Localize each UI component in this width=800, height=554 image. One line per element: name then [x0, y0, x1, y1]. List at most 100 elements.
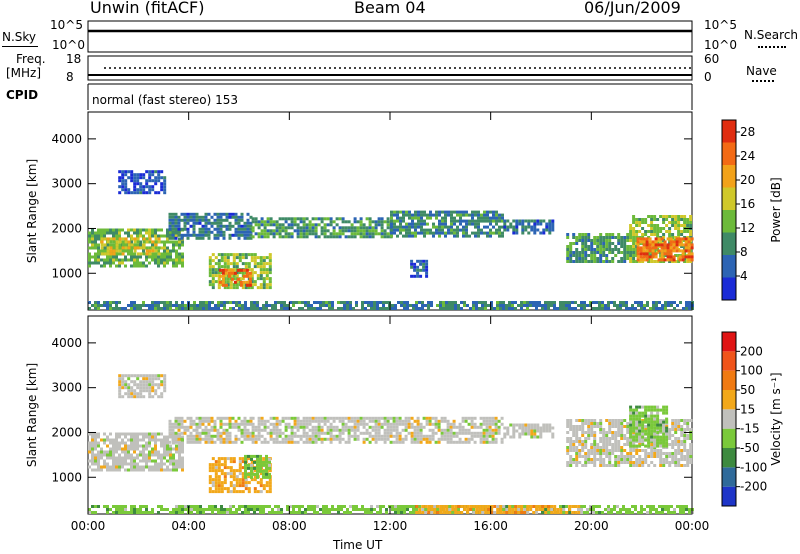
data-cell [566, 461, 570, 464]
data-cell [399, 225, 402, 229]
data-cell [94, 456, 97, 460]
data-cell [662, 408, 666, 412]
data-cell [217, 478, 221, 482]
data-cell [368, 229, 372, 233]
data-cell [112, 249, 116, 253]
data-cell [401, 422, 405, 426]
data-cell [392, 425, 396, 429]
data-cell [256, 265, 260, 269]
data-cell [386, 431, 390, 435]
data-cell [195, 218, 199, 222]
data-cell [578, 233, 582, 236]
data-cell [148, 307, 151, 310]
data-cell [163, 468, 166, 472]
data-cell [244, 304, 247, 307]
data-cell [223, 277, 227, 281]
data-cell [380, 235, 384, 239]
data-cell [183, 215, 187, 219]
data-cell [329, 223, 333, 227]
data-cell [232, 505, 235, 508]
data-cell [332, 235, 336, 239]
data-cell [569, 446, 573, 449]
data-cell [106, 246, 110, 250]
data-cell [431, 431, 435, 435]
data-cell [635, 224, 639, 227]
data-cell [480, 213, 483, 217]
data-cell [222, 416, 226, 420]
data-cell [103, 301, 106, 304]
data-cell [661, 508, 664, 511]
data-cell [112, 511, 115, 514]
data-cell [605, 260, 609, 263]
data-cell [299, 232, 303, 236]
data-cell [407, 425, 411, 429]
data-cell [647, 464, 651, 467]
data-cell [423, 210, 426, 214]
data-cell [142, 435, 145, 439]
data-cell [647, 420, 651, 424]
data-cell [335, 416, 339, 420]
data-cell [635, 431, 639, 434]
data-cell [228, 233, 232, 237]
data-cell [295, 505, 298, 508]
data-cell [91, 462, 94, 466]
data-cell [322, 511, 325, 514]
data-cell [178, 237, 181, 241]
data-cell [667, 301, 670, 304]
data-cell [581, 260, 585, 263]
data-cell [268, 472, 271, 476]
data-cell [524, 228, 528, 232]
data-cell [88, 432, 91, 436]
data-cell [548, 228, 552, 232]
data-cell [368, 232, 372, 236]
data-cell [479, 437, 483, 441]
data-cell [488, 425, 492, 429]
data-cell [217, 460, 221, 464]
data-cell [136, 237, 140, 241]
data-cell [211, 511, 214, 514]
data-cell [314, 226, 318, 230]
data-cell [238, 472, 242, 476]
data-cell [459, 213, 462, 217]
data-cell [686, 434, 690, 437]
data-cell [121, 258, 124, 262]
data-cell [596, 443, 600, 446]
data-cell [118, 240, 122, 244]
data-cell [652, 307, 655, 310]
data-cell [498, 228, 501, 232]
data-cell [414, 234, 417, 238]
data-cell [269, 416, 273, 420]
data-cell [139, 450, 142, 454]
data-cell [207, 440, 211, 444]
data-cell [341, 425, 345, 429]
data-cell [148, 176, 152, 180]
data-cell [281, 226, 285, 230]
data-cell [301, 307, 304, 310]
data-cell [414, 231, 417, 235]
data-cell [665, 435, 669, 439]
data-cell [593, 239, 597, 242]
data-cell [226, 256, 230, 260]
data-cell [229, 283, 233, 287]
data-cell [235, 280, 239, 284]
data-cell [232, 286, 236, 290]
data-cell [139, 459, 142, 463]
data-cell [251, 229, 255, 233]
data-cell [632, 444, 636, 448]
data-cell [241, 457, 245, 461]
data-cell [249, 422, 253, 426]
data-cell [180, 236, 184, 240]
data-cell [635, 405, 639, 409]
data-cell [643, 508, 646, 511]
data-cell [664, 505, 667, 508]
data-cell [145, 432, 148, 436]
data-cell [133, 185, 137, 189]
data-cell [640, 304, 643, 307]
data-cell [428, 419, 432, 423]
data-cell [480, 219, 483, 223]
data-cell [586, 304, 589, 307]
data-cell [669, 258, 673, 262]
data-cell [88, 258, 91, 262]
data-cell [415, 301, 418, 304]
data-cell [208, 487, 212, 491]
